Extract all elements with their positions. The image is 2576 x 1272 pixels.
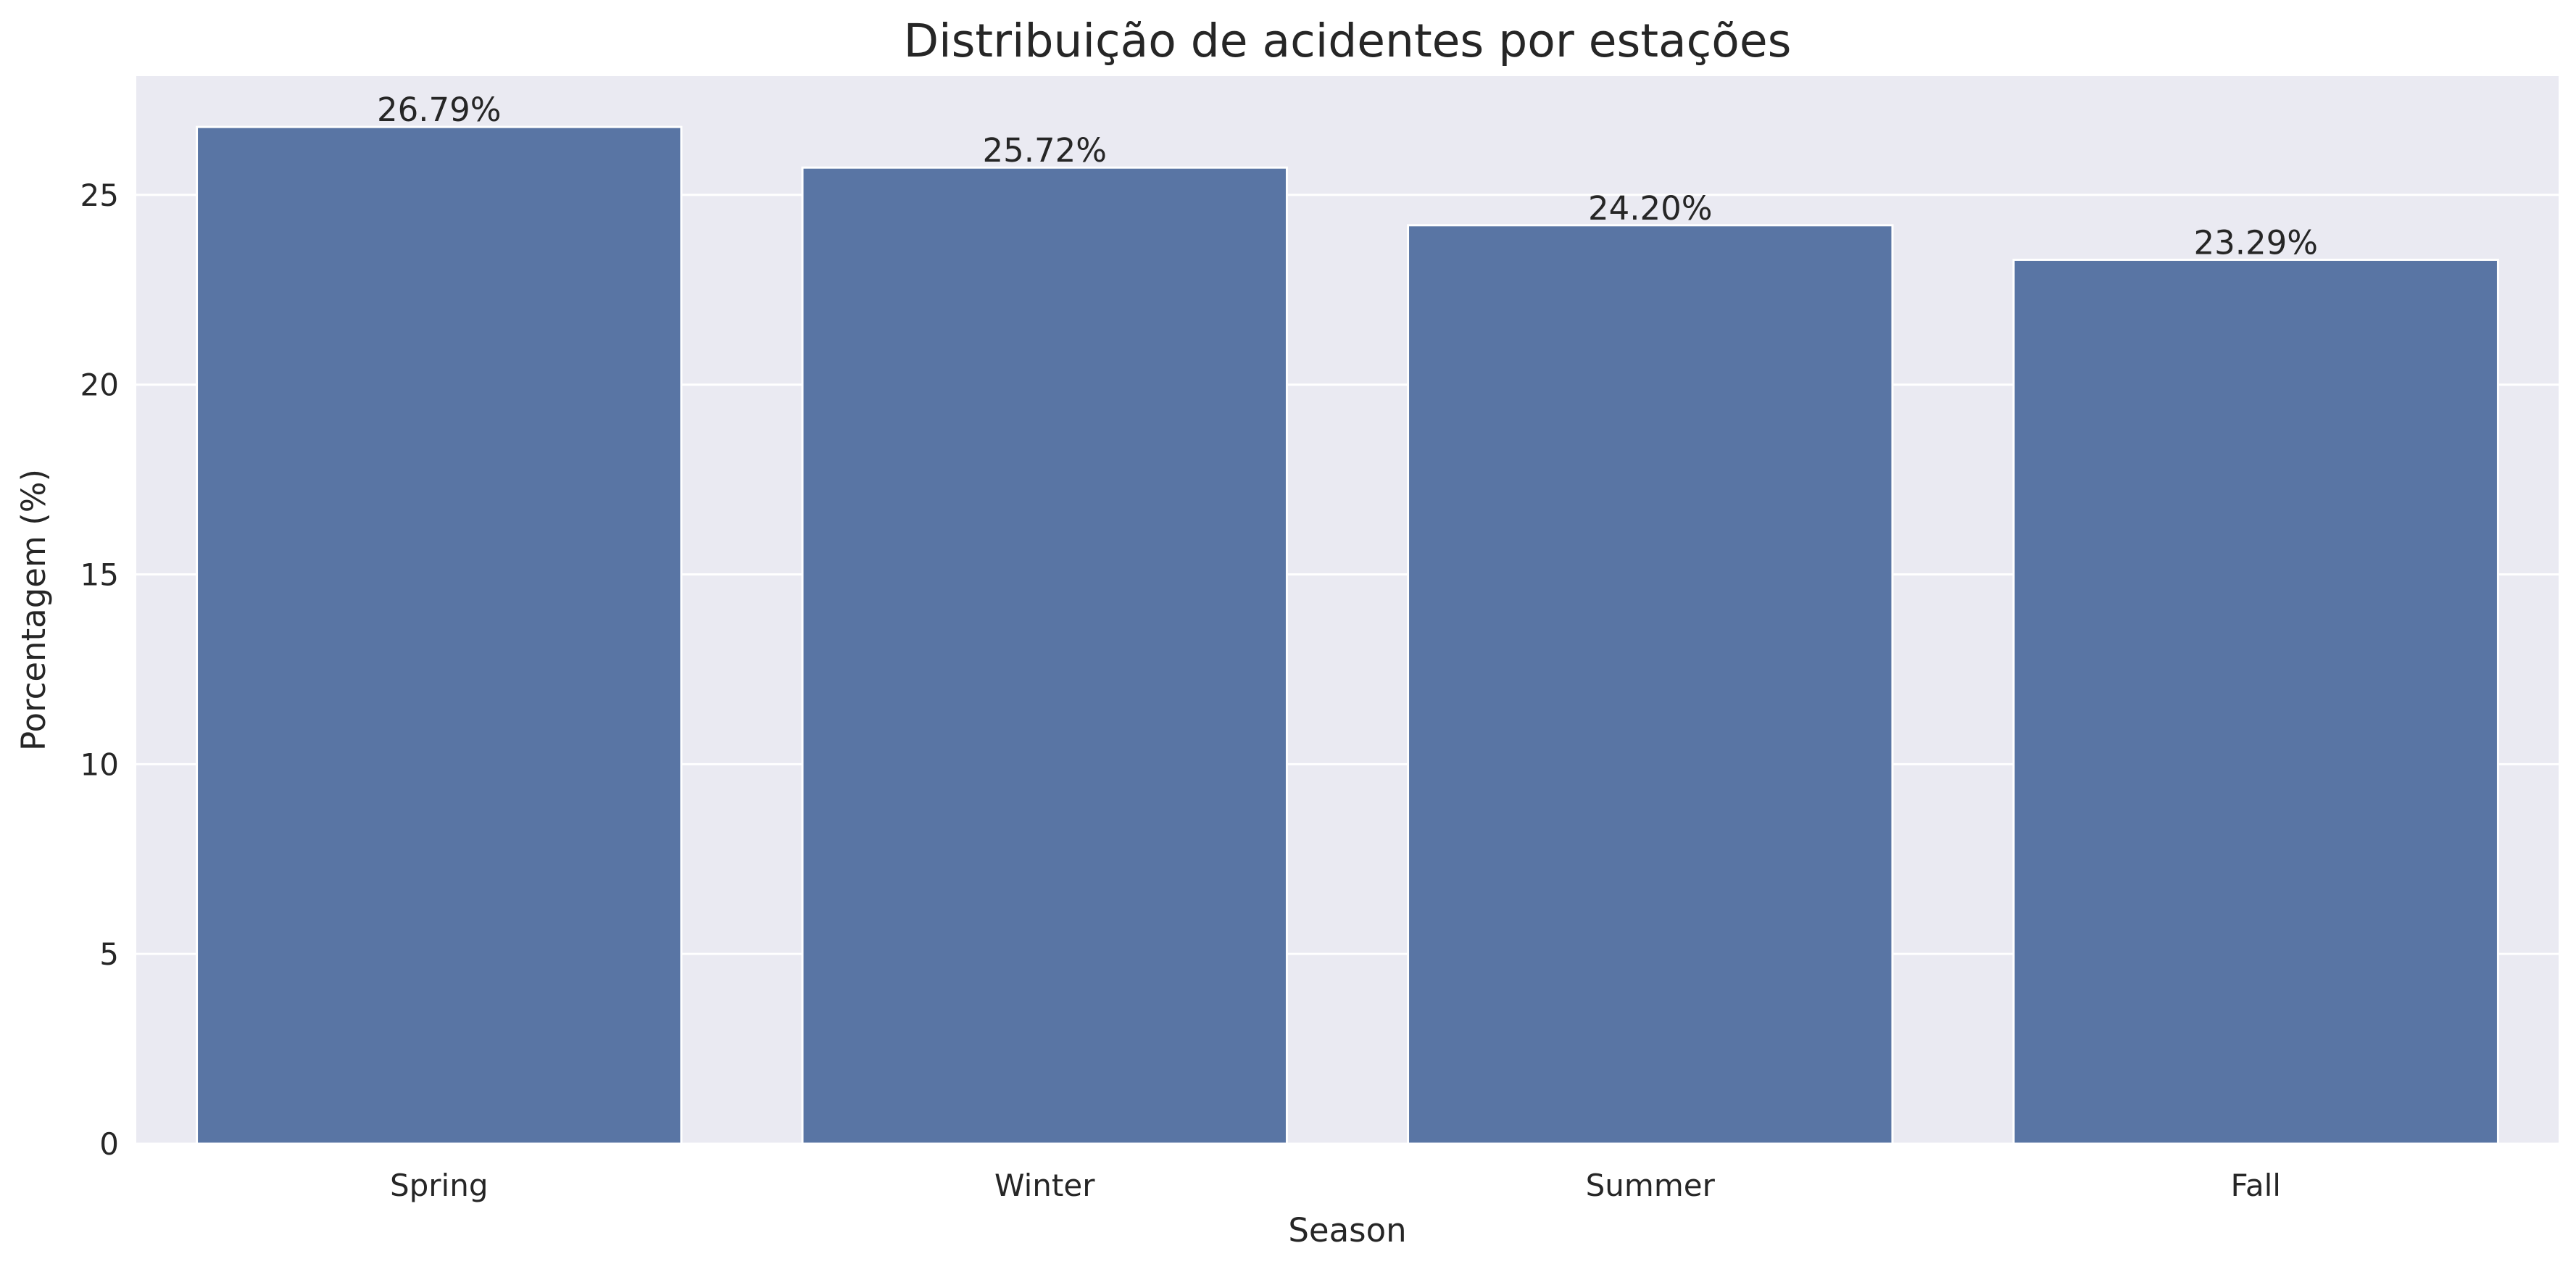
chart-title: Distribuição de acidentes por estações xyxy=(904,14,1792,67)
y-tick-label: 5 xyxy=(99,936,119,972)
y-tick-label: 25 xyxy=(80,178,119,213)
bar-winter xyxy=(801,166,1288,1145)
data-labels: 26.79% 25.72% 24.20% 23.29% xyxy=(377,91,2318,262)
data-label: 25.72% xyxy=(982,131,1107,170)
y-tick-label: 20 xyxy=(80,367,119,403)
bar-summer xyxy=(1407,224,1894,1145)
y-axis-ticks: 0 5 10 15 20 25 xyxy=(80,178,119,1162)
y-tick-label: 0 xyxy=(99,1126,119,1162)
data-label: 23.29% xyxy=(2193,223,2318,262)
y-tick-label: 15 xyxy=(80,557,119,593)
x-axis-ticks: Spring Winter Summer Fall xyxy=(390,1168,2281,1203)
y-tick-label: 10 xyxy=(80,747,119,782)
bars xyxy=(196,125,2499,1145)
x-tick-label: Spring xyxy=(390,1168,489,1203)
x-axis-label: Season xyxy=(1288,1211,1406,1250)
data-label: 26.79% xyxy=(377,91,502,129)
x-tick-label: Fall xyxy=(2231,1168,2281,1203)
y-axis-label: Porcentagem (%) xyxy=(14,469,53,751)
bar-spring xyxy=(196,125,683,1145)
bar-fall xyxy=(2012,258,2499,1145)
data-label: 24.20% xyxy=(1588,189,1713,228)
x-tick-label: Summer xyxy=(1586,1168,1716,1203)
x-tick-label: Winter xyxy=(994,1168,1095,1203)
